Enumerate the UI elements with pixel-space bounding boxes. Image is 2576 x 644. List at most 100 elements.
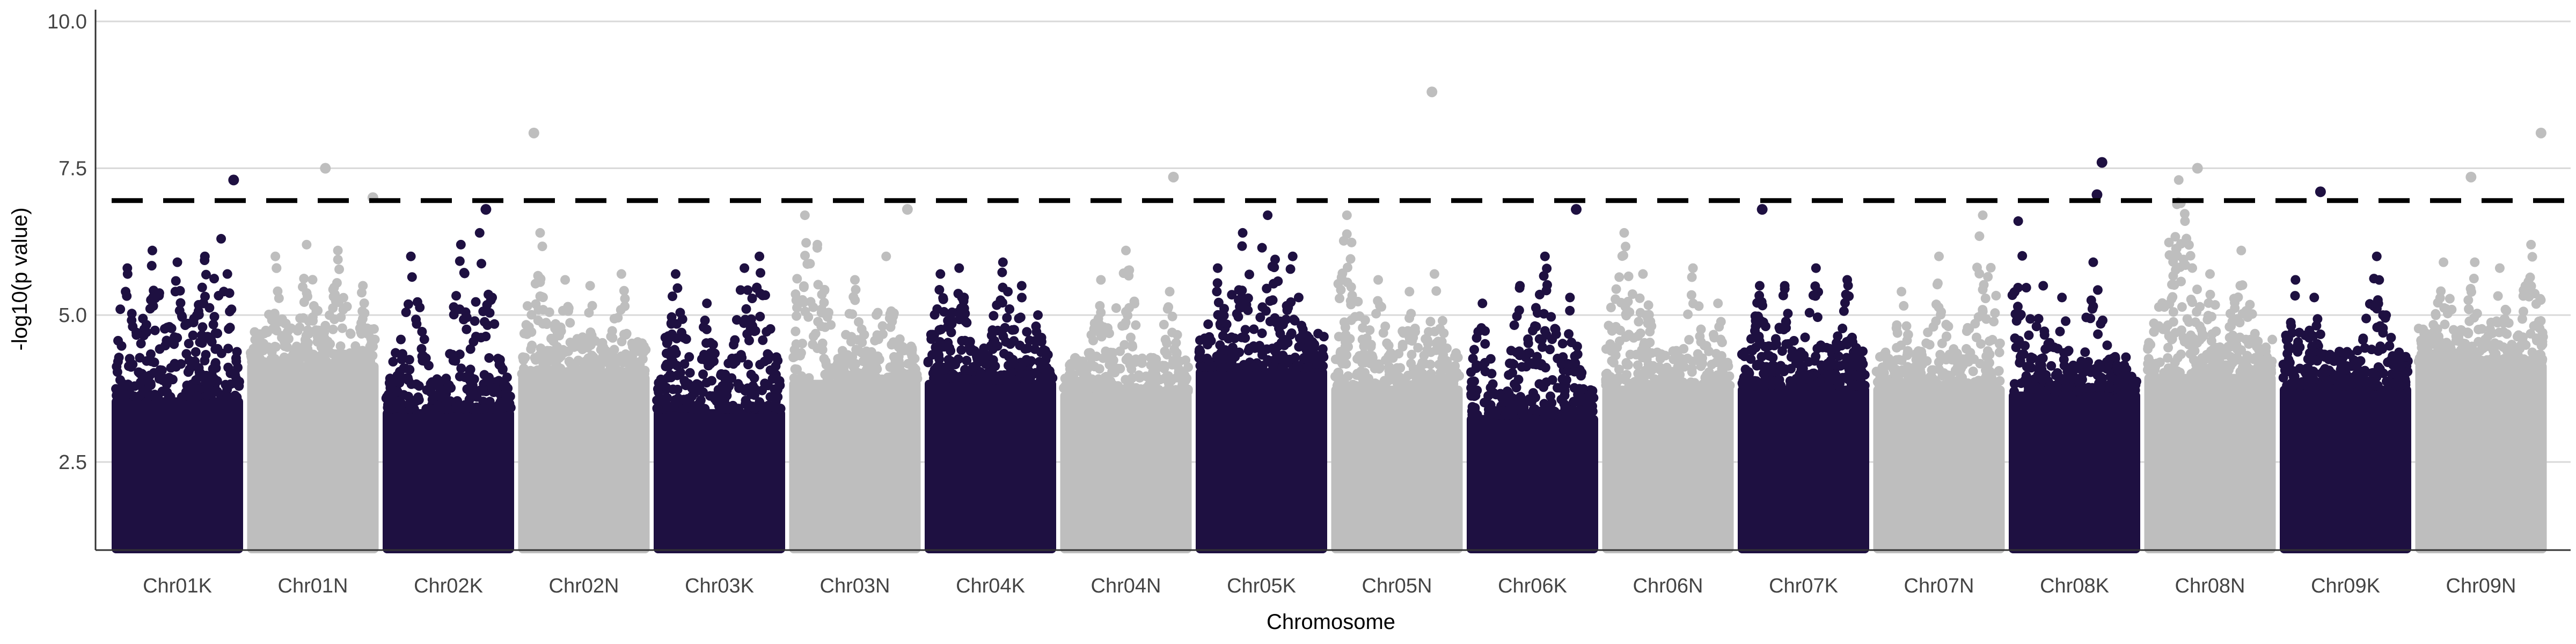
snp-point [1684,335,1694,345]
snp-point [2472,309,2482,319]
snp-point [1645,326,1655,336]
snp-point [1075,362,1086,372]
snp-point [965,336,975,347]
y-axis-title: -log10(p value) [8,208,32,351]
snp-point [2164,237,2174,247]
snp-point [122,291,132,301]
peak-point [406,251,416,261]
snp-point [2413,356,2424,367]
snp-point [1261,306,1271,316]
snp-point [1505,409,1515,419]
chromosome-Chr02N [517,127,651,553]
snp-point [2225,309,2235,319]
snp-point [478,386,488,396]
snp-point [1810,356,1820,366]
x-tick-label: Chr03N [820,575,890,597]
peak-point [1754,281,1765,291]
snp-point [1541,286,1552,296]
snp-point [1931,316,1941,326]
snp-point [1319,352,1329,362]
snp-point [1341,330,1351,340]
snp-point [1371,309,1381,319]
peak-point [147,245,157,255]
dense-points-block [2415,362,2547,553]
snp-point [204,303,215,313]
snp-point [957,336,967,346]
snp-point [2018,349,2029,359]
snp-point [813,280,823,290]
snp-point [1582,401,1592,412]
snp-point [1907,378,1917,389]
snp-point [579,362,589,372]
snp-point [1557,339,1568,349]
snp-point [854,317,864,327]
snp-point [1007,367,1017,377]
snp-point [213,343,223,354]
snp-point [1818,342,1828,353]
peak-point [560,275,570,285]
snp-point [823,308,833,318]
snp-point [620,294,630,304]
snp-point [226,304,237,314]
snp-point [1031,321,1041,332]
snp-point [359,298,369,309]
peak-point [1688,263,1698,273]
snp-point [1635,293,1645,303]
snp-point [465,371,475,382]
snp-point [1346,282,1356,292]
snp-point [1987,335,1997,345]
snp-point [1514,346,1524,356]
snp-point [2163,342,2174,353]
snp-point [895,343,905,354]
snp-point [188,317,199,327]
snp-point [200,355,210,365]
snp-point [847,309,858,319]
snp-point [494,400,504,410]
snp-point [444,380,454,390]
snp-point [1089,318,1100,328]
snp-point [2361,313,2372,324]
snp-point [1171,338,1181,348]
snp-point [1023,343,1033,353]
snp-point [1240,325,1250,335]
peak-point [2309,292,2319,303]
snp-point [1439,328,1449,338]
snp-point [746,369,756,379]
snp-point [536,274,546,284]
snp-point [1624,307,1635,317]
snp-point [2226,321,2236,331]
snp-point [1717,337,1727,347]
snp-point [1781,317,1791,327]
snp-point [2440,319,2450,330]
x-tick-label: Chr08K [2040,575,2109,597]
snp-point [2088,301,2098,311]
snp-point [1672,378,1682,388]
snp-point [813,317,823,327]
snp-point [175,286,185,296]
snp-point [999,348,1009,358]
snp-point [530,353,540,363]
snp-point [808,339,818,349]
snp-point [553,364,563,374]
significant-point [2192,163,2203,174]
snp-point [405,364,415,375]
snp-point [1397,340,1408,350]
chromosome-Chr04N [1058,171,1194,553]
snp-point [1219,304,1230,314]
snp-point [180,320,191,331]
snp-point [2184,317,2194,327]
snp-point [1625,349,1635,360]
snp-point [835,374,845,384]
snp-point [747,294,757,304]
snp-point [465,364,475,375]
snp-point [274,293,284,303]
snp-point [1850,361,1860,371]
snp-point [268,356,279,367]
snp-point [1528,405,1539,415]
snp-point [2164,331,2174,341]
snp-point [2286,321,2296,331]
snp-point [2201,349,2212,360]
snp-point [1243,346,1254,356]
snp-point [695,397,705,407]
snp-point [1655,362,1665,372]
